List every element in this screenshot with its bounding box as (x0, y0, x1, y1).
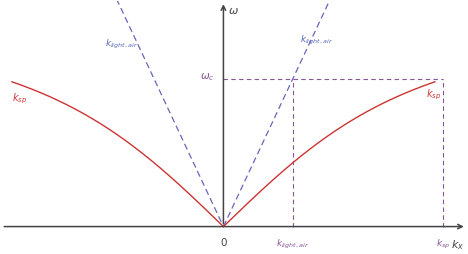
Text: $k_{sp}$: $k_{sp}$ (12, 92, 27, 106)
Text: $k_{light,air}$: $k_{light,air}$ (276, 238, 309, 251)
Text: $k_{light,air}$: $k_{light,air}$ (300, 34, 333, 47)
Text: $\omega$: $\omega$ (227, 6, 239, 16)
Text: $k_{sp}$: $k_{sp}$ (426, 88, 442, 102)
Text: $\omega_c$: $\omega_c$ (200, 71, 215, 83)
Text: 0: 0 (220, 238, 227, 248)
Text: $k_x$: $k_x$ (452, 238, 465, 252)
Text: $k_{light,air}$: $k_{light,air}$ (105, 38, 138, 51)
Text: $k_{sp}$: $k_{sp}$ (436, 238, 450, 251)
